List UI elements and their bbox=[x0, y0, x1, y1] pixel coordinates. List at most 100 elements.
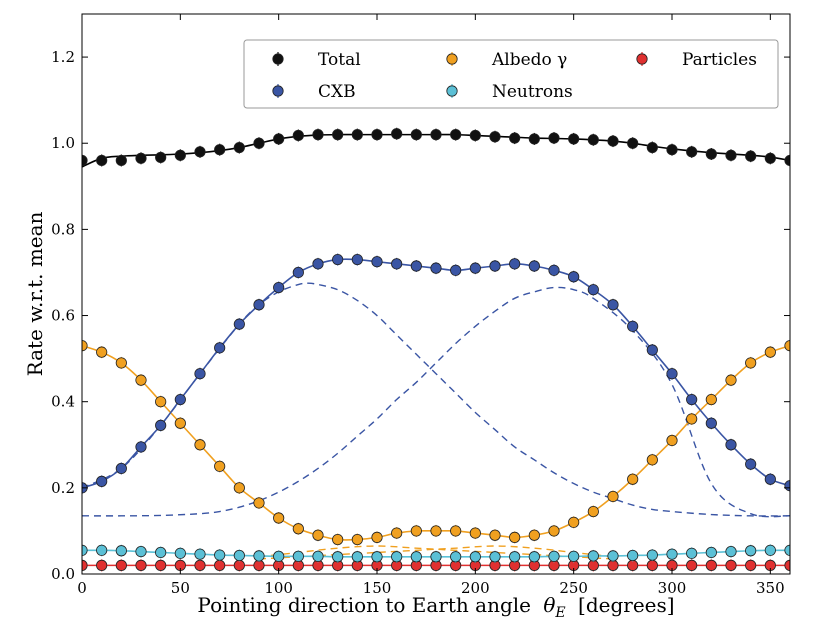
point-neutrons bbox=[214, 549, 226, 561]
point-albedo bbox=[391, 527, 403, 539]
point-neutrons bbox=[725, 545, 737, 558]
point-total bbox=[489, 131, 501, 143]
legend-label-cxb: CXB bbox=[318, 82, 356, 102]
point-total bbox=[273, 133, 285, 145]
point-particles bbox=[725, 559, 737, 571]
y-ticks: 0.0 0.2 0.4 0.6 0.8 1.0 1.2 bbox=[51, 48, 790, 583]
point-cxb bbox=[410, 260, 422, 272]
point-cxb bbox=[96, 475, 108, 487]
point-cxb bbox=[135, 441, 147, 453]
component-curve-1 bbox=[82, 286, 790, 518]
point-total bbox=[253, 137, 265, 149]
point-cxb bbox=[705, 417, 717, 429]
point-total bbox=[115, 154, 127, 167]
fit-curves bbox=[82, 133, 790, 567]
point-neutrons bbox=[332, 551, 344, 563]
y-tick-label: 0.6 bbox=[51, 307, 75, 325]
y-tick-label: 1.2 bbox=[51, 48, 75, 66]
point-neutrons bbox=[410, 551, 422, 563]
point-albedo bbox=[725, 374, 737, 386]
point-albedo bbox=[371, 531, 383, 543]
y-tick-label: 0.2 bbox=[51, 479, 75, 497]
legend-label-particles: Particles bbox=[682, 50, 757, 70]
point-total bbox=[587, 134, 599, 146]
point-albedo bbox=[135, 374, 147, 386]
point-cxb bbox=[194, 368, 206, 380]
point-total bbox=[410, 129, 422, 141]
point-neutrons bbox=[430, 551, 442, 563]
point-cxb bbox=[253, 299, 265, 311]
point-neutrons bbox=[96, 544, 108, 556]
point-total bbox=[371, 129, 383, 141]
legend-label-neutrons: Neutrons bbox=[492, 82, 573, 102]
point-cxb bbox=[391, 258, 403, 270]
point-neutrons bbox=[351, 551, 363, 563]
point-total bbox=[607, 135, 619, 147]
point-total bbox=[194, 146, 206, 158]
point-albedo bbox=[273, 512, 285, 524]
point-albedo bbox=[332, 533, 344, 546]
point-albedo bbox=[351, 533, 363, 546]
point-particles bbox=[194, 559, 206, 571]
point-total bbox=[391, 128, 403, 140]
y-tick-label: 1.0 bbox=[51, 134, 75, 152]
point-albedo bbox=[627, 473, 639, 485]
point-cxb bbox=[725, 439, 737, 451]
point-total bbox=[705, 148, 717, 160]
point-albedo bbox=[745, 357, 757, 369]
point-neutrons bbox=[233, 549, 245, 562]
point-particles bbox=[745, 559, 757, 571]
point-cxb bbox=[509, 258, 521, 270]
point-cxb bbox=[312, 258, 324, 270]
y-tick-label: 0.4 bbox=[51, 393, 75, 411]
point-albedo bbox=[450, 525, 462, 537]
point-neutrons bbox=[646, 549, 658, 561]
point-particles bbox=[627, 559, 639, 571]
y-tick-label: 0.8 bbox=[51, 220, 75, 238]
point-total bbox=[745, 150, 757, 162]
legend-marker-total bbox=[272, 53, 284, 65]
point-albedo bbox=[430, 525, 442, 537]
point-particles bbox=[646, 559, 658, 571]
point-cxb bbox=[646, 344, 658, 356]
point-cxb bbox=[430, 262, 442, 274]
component-curve-2 bbox=[82, 282, 790, 517]
point-particles bbox=[115, 559, 127, 571]
point-total bbox=[568, 133, 580, 145]
point-albedo bbox=[646, 454, 658, 466]
point-albedo bbox=[528, 529, 540, 541]
point-albedo bbox=[666, 434, 678, 447]
point-neutrons bbox=[253, 550, 265, 562]
point-neutrons bbox=[528, 551, 540, 563]
point-neutrons bbox=[115, 545, 127, 557]
point-neutrons bbox=[469, 551, 481, 563]
point-cxb bbox=[627, 320, 639, 332]
point-total bbox=[214, 144, 226, 156]
point-albedo bbox=[587, 505, 599, 518]
point-cxb bbox=[587, 284, 599, 296]
point-albedo bbox=[155, 396, 167, 408]
point-cxb bbox=[155, 419, 167, 431]
point-particles bbox=[96, 559, 108, 571]
point-neutrons bbox=[568, 550, 580, 562]
x-tick-label: 0 bbox=[77, 579, 87, 597]
x-axis-label: Pointing direction to Earth angle θE [de… bbox=[197, 593, 674, 622]
point-cxb bbox=[273, 281, 285, 294]
x-tick-label: 150 bbox=[363, 579, 392, 597]
point-total bbox=[528, 133, 540, 145]
point-albedo bbox=[705, 393, 717, 406]
point-cxb bbox=[174, 393, 186, 406]
point-neutrons bbox=[686, 547, 698, 559]
point-total bbox=[174, 149, 186, 161]
point-neutrons bbox=[155, 546, 167, 559]
point-neutrons bbox=[607, 550, 619, 562]
legend-marker-neutrons bbox=[446, 85, 458, 97]
point-total bbox=[450, 129, 462, 141]
point-cxb bbox=[568, 271, 580, 283]
point-albedo bbox=[410, 525, 422, 537]
y-tick-label: 0.0 bbox=[51, 565, 75, 583]
point-total bbox=[764, 152, 776, 164]
point-neutrons bbox=[745, 545, 757, 557]
point-particles bbox=[705, 559, 717, 571]
point-total bbox=[96, 154, 108, 167]
